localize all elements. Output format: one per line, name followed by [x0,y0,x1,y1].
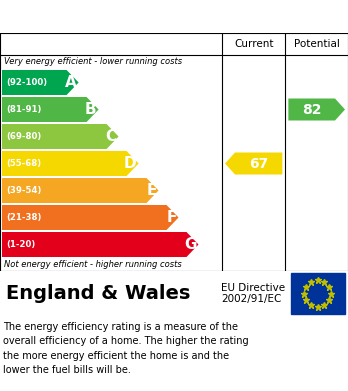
Text: EU Directive
2002/91/EC: EU Directive 2002/91/EC [221,283,285,304]
Text: The energy efficiency rating is a measure of the
overall efficiency of a home. T: The energy efficiency rating is a measur… [3,322,249,375]
Polygon shape [2,124,119,149]
Text: (55-68): (55-68) [6,159,41,168]
Text: Energy Efficiency Rating: Energy Efficiency Rating [10,7,239,25]
Text: E: E [146,183,157,198]
Text: (1-20): (1-20) [6,240,35,249]
Text: Very energy efficient - lower running costs: Very energy efficient - lower running co… [4,57,182,66]
Text: D: D [124,156,136,171]
Text: A: A [65,75,77,90]
Polygon shape [2,178,159,203]
Text: (69-80): (69-80) [6,132,41,141]
Text: (21-38): (21-38) [6,213,41,222]
Text: 67: 67 [249,156,268,170]
Polygon shape [2,232,198,257]
Text: (92-100): (92-100) [6,78,47,87]
Text: 82: 82 [302,102,322,117]
Polygon shape [2,205,179,230]
Polygon shape [2,97,98,122]
Polygon shape [288,99,345,120]
Polygon shape [2,151,139,176]
Text: England & Wales: England & Wales [6,284,190,303]
Text: Not energy efficient - higher running costs: Not energy efficient - higher running co… [4,260,182,269]
Text: B: B [85,102,97,117]
Text: (39-54): (39-54) [6,186,41,195]
Polygon shape [225,152,282,174]
Text: G: G [184,237,197,252]
Polygon shape [2,70,79,95]
FancyBboxPatch shape [291,273,345,314]
Text: C: C [105,129,117,144]
Text: (81-91): (81-91) [6,105,41,114]
Text: Potential: Potential [294,39,340,49]
Text: Current: Current [234,39,274,49]
Text: F: F [166,210,176,225]
